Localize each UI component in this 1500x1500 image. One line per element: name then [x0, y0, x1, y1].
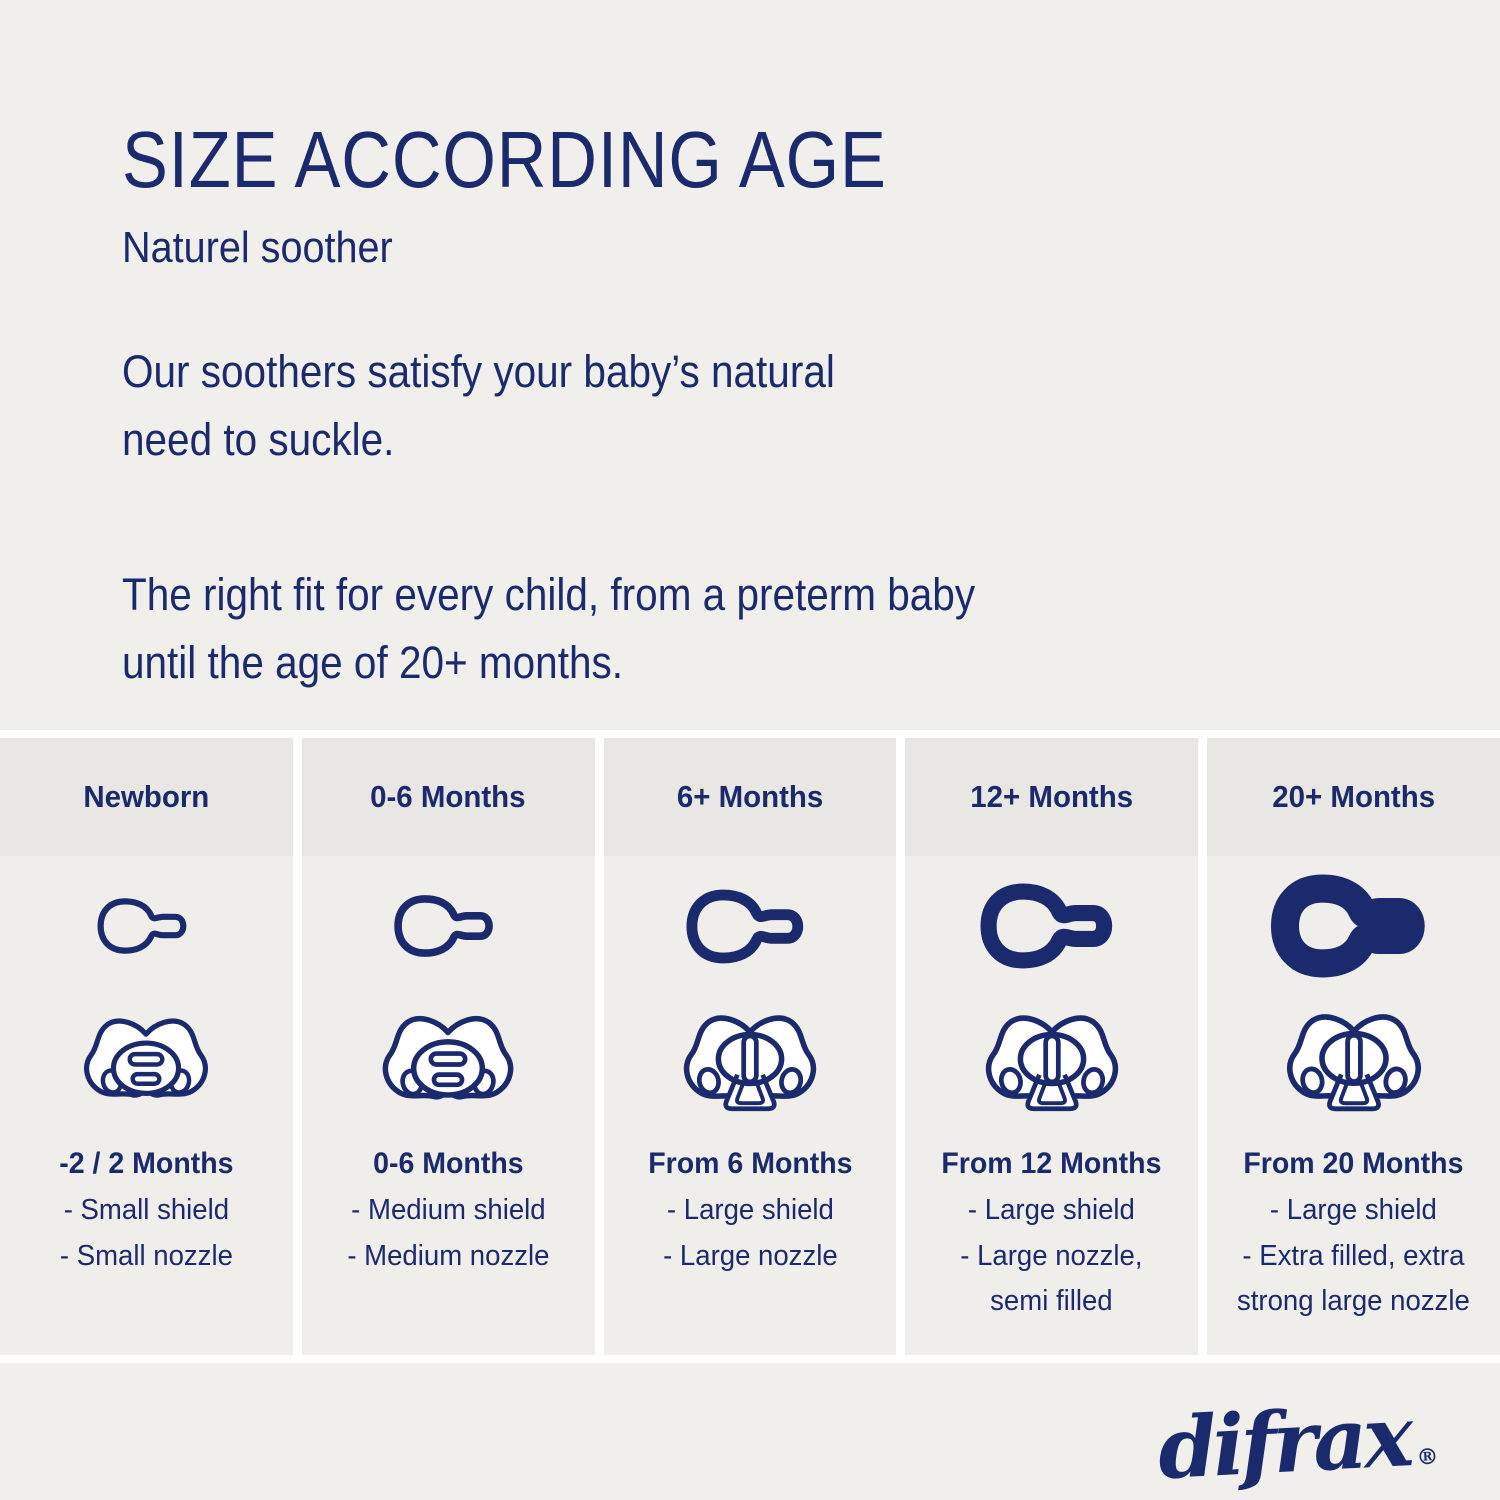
column-header-label: 6+ Months: [676, 779, 824, 815]
column-header-4: 12+ Months: [905, 738, 1199, 857]
difrax-logo: difrax ®: [1156, 1386, 1440, 1498]
age-range-title: From 20 Months: [1243, 1147, 1464, 1181]
nozzle-size-1-icon: [10, 856, 283, 996]
intro-paragraph-1-line-2: need to suckle.: [122, 413, 395, 465]
column-header-label: 0-6 Months: [370, 779, 526, 815]
nozzle-size-4-icon: [915, 856, 1188, 996]
column-details: -2 / 2 Months - Small shield - Small nozzl…: [10, 1140, 283, 1279]
intro-paragraph-2-line-2: until the age of 20+ months.: [122, 636, 623, 688]
column-header-label: 20+ Months: [1272, 779, 1435, 815]
age-range-title: From 12 Months: [941, 1147, 1162, 1181]
column-header-3: 6+ Months: [603, 738, 897, 857]
feature-line: - Large shield: [968, 1193, 1136, 1226]
intro-paragraph-2: The right fit for every child, from a pr…: [122, 561, 1440, 696]
header-block: SIZE ACCORDING AGE Naturel soother Our s…: [0, 118, 1500, 696]
column-details: From 12 Months - Large shield - Large nozz…: [915, 1140, 1188, 1325]
column-body-3: From 6 Months - Large shield - Large nozzl…: [603, 856, 897, 1356]
column-header-label: 12+ Months: [970, 779, 1134, 815]
brand-name: difrax: [1156, 1386, 1413, 1499]
column-body-2: 0-6 Months - Medium shield - Medium nozzle: [301, 856, 595, 1356]
column-details: From 20 Months - Large shield - Extra fill…: [1217, 1140, 1490, 1325]
soother-12plus-months-icon: [915, 996, 1188, 1132]
feature-line: - Large nozzle,: [960, 1239, 1143, 1272]
column-details: 0-6 Months - Medium shield - Medium nozzle: [312, 1140, 585, 1279]
soother-20plus-months-icon: [1217, 996, 1490, 1132]
soother-newborn-icon: [10, 996, 283, 1132]
feature-line: - Small shield: [63, 1193, 230, 1226]
age-range-title: -2 / 2 Months: [59, 1147, 234, 1181]
column-body-5: From 20 Months - Large shield - Extra fill…: [1207, 856, 1500, 1356]
feature-line: semi filled: [990, 1285, 1114, 1318]
feature-line: - Large nozzle: [662, 1239, 838, 1272]
feature-line: - Extra filled, extra: [1242, 1239, 1465, 1272]
nozzle-size-3-icon: [614, 856, 887, 996]
feature-line: - Medium shield: [350, 1193, 546, 1226]
column-header-2: 0-6 Months: [301, 738, 595, 857]
age-range-title: From 6 Months: [647, 1147, 853, 1181]
column-header-5: 20+ Months: [1207, 738, 1500, 857]
intro-paragraph-1: Our soothers satisfy your baby’s natural…: [122, 338, 1440, 473]
intro-paragraph-2-line-1: The right fit for every child, from a pr…: [122, 569, 976, 621]
feature-line: strong large nozzle: [1237, 1285, 1470, 1318]
soother-6plus-months-icon: [614, 996, 887, 1132]
column-body-1: -2 / 2 Months - Small shield - Small nozzl…: [0, 856, 293, 1356]
column-header-label: Newborn: [83, 779, 210, 815]
column-header-1: Newborn: [0, 738, 293, 857]
feature-line: - Large shield: [666, 1193, 834, 1226]
feature-line: - Small nozzle: [59, 1239, 233, 1272]
registered-mark: ®: [1416, 1443, 1440, 1472]
feature-line: - Large shield: [1270, 1193, 1438, 1226]
page-title: SIZE ACCORDING AGE: [122, 115, 887, 204]
intro-paragraph-1-line-1: Our soothers satisfy your baby’s natural: [122, 346, 835, 398]
soother-0-6-months-icon: [312, 996, 585, 1132]
nozzle-size-2-icon: [312, 856, 585, 996]
column-details: From 6 Months - Large shield - Large nozzl…: [614, 1140, 887, 1279]
nozzle-size-5-icon: [1217, 856, 1490, 996]
page-subtitle: Naturel soother: [122, 223, 393, 272]
size-table: Newborn 0-6 Months 6+ Months 12+ Months 20+ …: [0, 730, 1500, 1364]
feature-line: - Medium nozzle: [347, 1239, 550, 1272]
footer: difrax ®: [0, 1377, 1500, 1500]
age-range-title: 0-6 Months: [372, 1147, 524, 1181]
column-body-4: From 12 Months - Large shield - Large nozz…: [905, 856, 1199, 1356]
